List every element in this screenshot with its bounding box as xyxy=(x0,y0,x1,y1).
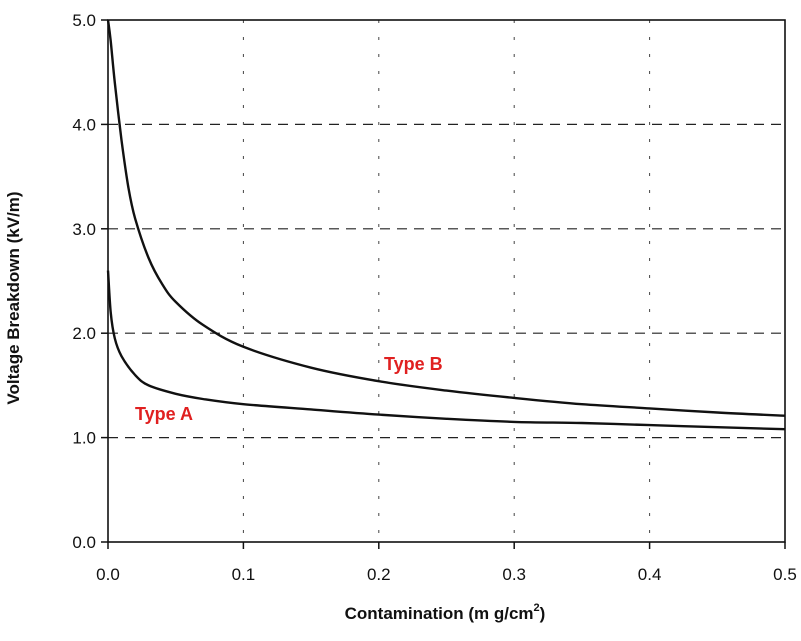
y-axis-title: Voltage Breakdown (kV/m) xyxy=(4,191,23,404)
series-line-type-b xyxy=(106,19,786,417)
y-tick-label: 3.0 xyxy=(72,220,96,239)
y-tick-label: 1.0 xyxy=(72,429,96,448)
x-tick-label: 0.0 xyxy=(96,565,120,584)
y-tick-label: 4.0 xyxy=(72,115,96,134)
plot-area-frame xyxy=(107,19,786,543)
x-axis-title: Contamination (m g/cm2) xyxy=(345,602,546,623)
y-tick-label: 0.0 xyxy=(72,533,96,552)
x-tick-label: 0.5 xyxy=(773,565,797,584)
x-tick-label: 0.4 xyxy=(638,565,662,584)
x-tick-label: 0.1 xyxy=(232,565,256,584)
x-tick-label: 0.3 xyxy=(502,565,526,584)
y-axis-ticks: 0.0 1.0 2.0 3.0 4.0 5.0 xyxy=(72,11,108,552)
y-tick-label: 2.0 xyxy=(72,324,96,343)
x-axis-title-suffix: ) xyxy=(540,604,546,623)
y-tick-label: 5.0 xyxy=(72,11,96,30)
x-tick-label: 0.2 xyxy=(367,565,391,584)
series-label-type-b: Type B xyxy=(384,354,443,374)
series-line-type-a xyxy=(106,270,786,431)
x-axis-ticks: 0.0 0.1 0.2 0.3 0.4 0.5 xyxy=(96,542,797,584)
x-axis-title-superscript: 2 xyxy=(534,602,540,614)
x-axis-title-main: Contamination (m g/cm xyxy=(345,604,534,623)
series-lines xyxy=(106,19,786,431)
series-label-type-a: Type A xyxy=(135,404,193,424)
grid xyxy=(108,20,785,542)
